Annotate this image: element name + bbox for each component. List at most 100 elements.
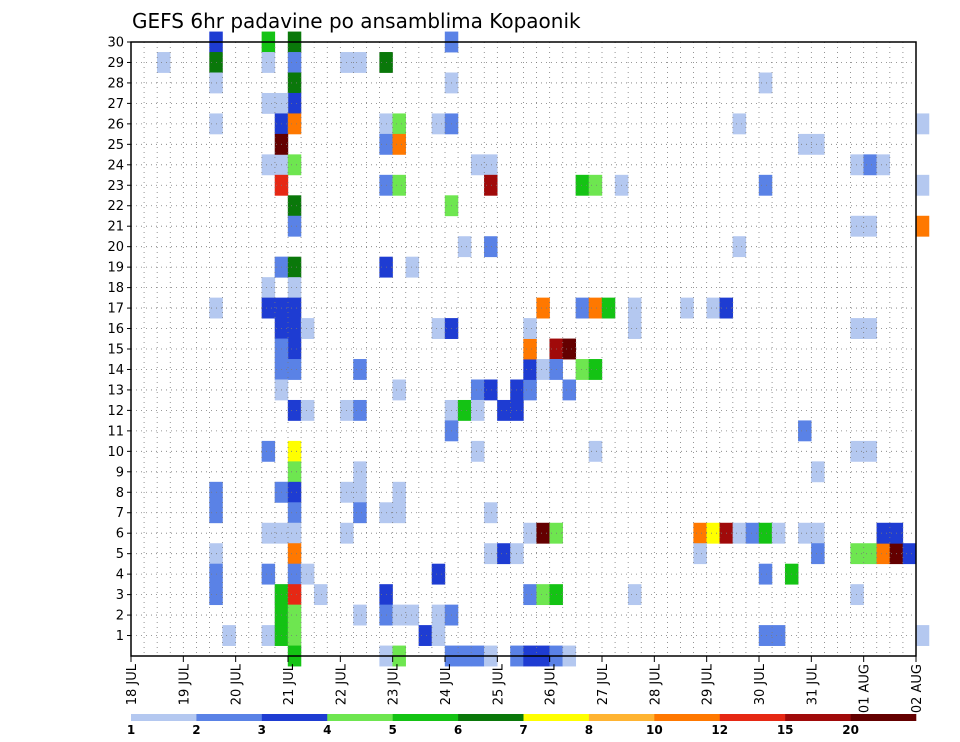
x-tick-label-1: 19 JUL [177, 663, 192, 705]
x-tick-label-3: 21 JUL [282, 663, 297, 705]
heatmap-cell-46 [287, 338, 302, 360]
heatmap-cell-199 [863, 215, 877, 237]
y-tick-label-12: 12 [107, 404, 124, 419]
heatmap-cell-204 [850, 543, 864, 565]
heatmap-cell-61 [287, 563, 302, 585]
heatmap-cell-163 [575, 359, 590, 380]
colorbar-label-4: 4 [323, 723, 331, 737]
heatmap-cell-194 [811, 133, 825, 155]
x-tick-label-8: 26 JUL [544, 663, 559, 705]
heatmap-cell-146 [562, 338, 577, 360]
colorbar-swatch-1 [196, 714, 263, 721]
heatmap-cell-142 [523, 522, 537, 544]
heatmap-cell-84 [392, 113, 406, 135]
heatmap-cell-191 [811, 543, 825, 565]
heatmap-cell-15 [261, 154, 276, 176]
x-tick-label-12: 30 JUL [753, 663, 768, 705]
colorbar-swatch-0 [131, 714, 197, 721]
heatmap-cell-167 [627, 318, 642, 339]
heatmap-cell-136 [523, 379, 537, 401]
heatmap-cell-72 [353, 52, 367, 73]
heatmap-cell-22 [261, 625, 276, 646]
heatmap-cell-180 [758, 72, 773, 94]
y-tick-label-6: 6 [116, 527, 124, 542]
heatmap-cell-127 [484, 502, 498, 524]
x-tick-label-13: 31 JUL [805, 663, 820, 705]
x-tick-label-0: 18 JUL [125, 663, 140, 705]
heatmap-cell-48 [287, 359, 302, 380]
heatmap-cell-158 [588, 174, 603, 196]
colorbar-swatch-8 [654, 714, 721, 721]
heatmap-cell-200 [850, 318, 864, 339]
heatmap-cell-188 [798, 420, 812, 442]
heatmap-cell-183 [771, 522, 786, 544]
heatmap-cell-169 [680, 297, 694, 319]
heatmap-cell-56 [287, 481, 302, 503]
heatmap-cell-64 [287, 584, 302, 606]
heatmap-cell-172 [732, 113, 747, 135]
y-tick-label-7: 7 [116, 506, 124, 521]
colorbar-swatch-9 [719, 714, 786, 721]
heatmap-cell-139 [523, 318, 537, 339]
heatmap-cell-198 [850, 215, 864, 237]
heatmap-cell-60 [287, 543, 302, 565]
heatmap-cell-201 [863, 318, 877, 339]
colorbar-label-7: 7 [519, 723, 527, 737]
heatmap-cell-161 [588, 297, 603, 319]
heatmap-cell-196 [863, 154, 877, 176]
y-tick-label-4: 4 [116, 568, 124, 583]
y-tick-label-14: 14 [107, 363, 124, 378]
heatmap-cell-173 [732, 236, 747, 258]
heatmap-cell-160 [575, 297, 590, 319]
heatmap-cell-112 [457, 399, 472, 421]
y-tick-label-27: 27 [107, 97, 124, 112]
colorbar-label-3: 3 [258, 723, 266, 737]
heatmap-cell-164 [588, 359, 603, 380]
heatmap-cell-174 [693, 522, 707, 544]
heatmap-cell-157 [575, 174, 590, 196]
x-axis-ticks: 18 JUL 19 JUL 20 JUL 21 JUL 22 JUL 23 JUL 24 J… [125, 656, 925, 713]
y-tick-label-28: 28 [107, 76, 124, 91]
colorbar-label-5: 5 [388, 723, 396, 737]
y-tick-label-13: 13 [107, 383, 124, 398]
y-tick-label-9: 9 [116, 465, 124, 480]
heatmap-cell-94 [392, 481, 406, 503]
heatmap-cell-115 [431, 604, 446, 626]
y-tick-label-16: 16 [107, 322, 124, 337]
colorbar-swatch-3 [327, 714, 393, 721]
heatmap-cell-175 [706, 522, 720, 544]
heatmap-cell-13 [261, 52, 276, 73]
x-tick-label-14: 01 AUG [858, 664, 873, 713]
heatmap-cell-52 [300, 399, 315, 421]
heatmap-cell-133 [497, 399, 511, 421]
y-tick-label-11: 11 [107, 424, 124, 439]
heatmap-cell-114 [431, 563, 446, 585]
y-tick-label-22: 22 [107, 199, 124, 214]
heatmap-cell-189 [798, 522, 812, 544]
heatmap-cell-81 [353, 604, 367, 626]
heatmap-cell-20 [261, 522, 276, 544]
heatmap-cell-17 [261, 277, 276, 299]
heatmap-cell-182 [758, 522, 773, 544]
heatmap-cell-184 [758, 563, 773, 585]
heatmap-cell-37 [287, 215, 302, 237]
y-tick-label-20: 20 [107, 240, 124, 255]
heatmap-cell-212 [915, 113, 930, 135]
colorbar-label-10: 10 [646, 723, 663, 737]
heatmap-cell-59 [287, 522, 302, 544]
heatmap-cell-129 [497, 543, 511, 565]
x-tick-label-11: 29 JUL [701, 663, 716, 705]
x-tick-label-7: 25 JUL [491, 663, 506, 705]
heatmap-cell-206 [876, 543, 891, 565]
y-tick-label-29: 29 [107, 56, 124, 71]
heatmap-cell-120 [484, 154, 498, 176]
chart-title: GEFS 6hr padavine po ansamblima Kopaonik [132, 9, 581, 33]
heatmap-cell-119 [470, 154, 485, 176]
colorbar-swatch-5 [458, 714, 524, 721]
heatmap-cell-70 [313, 584, 328, 606]
colorbar-label-12: 12 [711, 723, 728, 737]
heatmap-cell-88 [392, 174, 406, 196]
y-axis-ticks: 1234567891011121314151617181920212223242… [107, 36, 131, 644]
heatmap-cell-39 [287, 256, 302, 278]
heatmap-cell-34 [287, 154, 302, 176]
